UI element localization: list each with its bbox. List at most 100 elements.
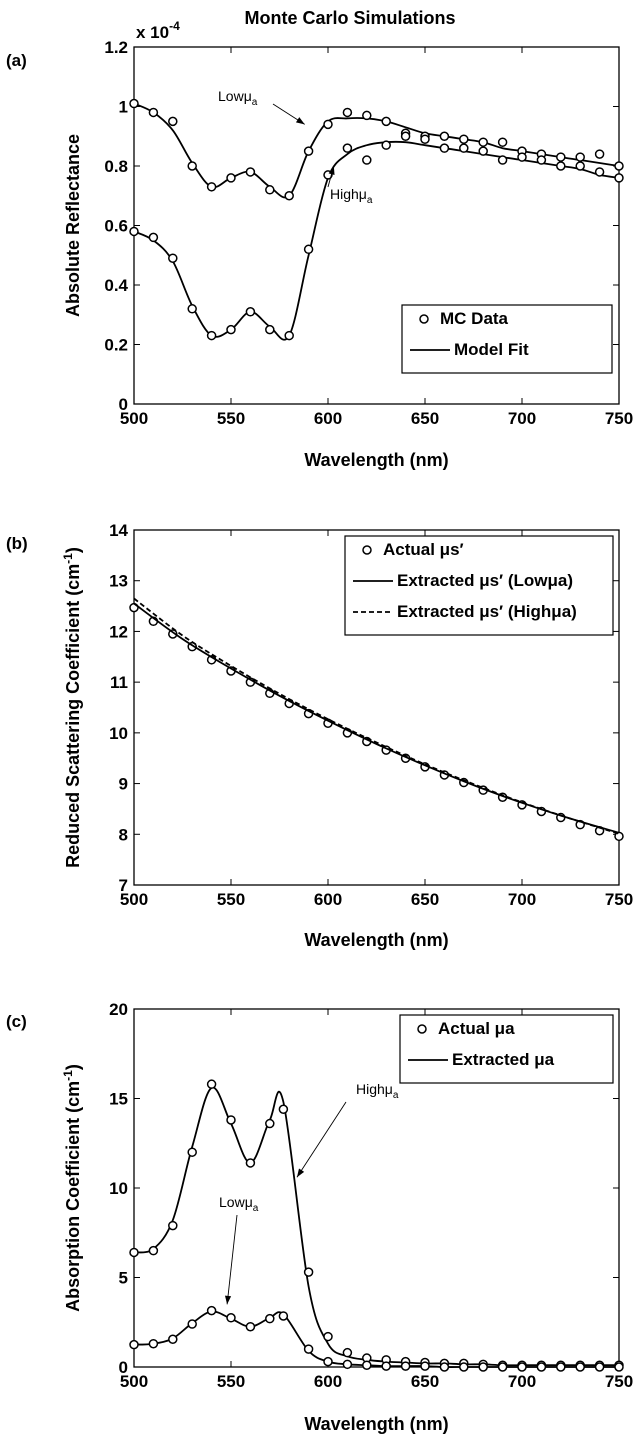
x-tick-label: 700 bbox=[508, 1372, 536, 1391]
data-point bbox=[536, 1362, 547, 1372]
data-point bbox=[226, 324, 236, 335]
data-point bbox=[284, 330, 294, 341]
y-axis-label: Absorption Coefficient (cm-1) bbox=[61, 1064, 83, 1312]
data-point bbox=[517, 152, 527, 162]
data-point bbox=[556, 152, 566, 162]
y-tick-label: 0.8 bbox=[104, 157, 128, 176]
data-point bbox=[206, 1079, 217, 1089]
y-axis-label-end: ) bbox=[63, 547, 83, 553]
data-point bbox=[168, 116, 178, 127]
data-point bbox=[148, 107, 159, 118]
annotation-label-mu: μ bbox=[244, 88, 252, 104]
annotation-label-base: Low bbox=[218, 88, 245, 104]
data-point bbox=[265, 185, 275, 195]
data-point bbox=[303, 146, 314, 156]
data-point bbox=[614, 1362, 624, 1372]
axis-exponent: x 10-4 bbox=[136, 19, 180, 42]
data-point bbox=[245, 1321, 256, 1332]
x-tick-label: 550 bbox=[217, 1372, 245, 1391]
data-point bbox=[362, 110, 372, 121]
data-point bbox=[168, 253, 178, 263]
x-tick-label: 500 bbox=[120, 890, 148, 909]
data-point bbox=[187, 161, 197, 171]
annotation-high: Highμa bbox=[296, 1081, 399, 1178]
axis-exponent-base: x 10 bbox=[136, 23, 169, 42]
x-tick-label: 500 bbox=[120, 1372, 148, 1391]
data-point bbox=[342, 1359, 353, 1370]
data-point bbox=[362, 1360, 372, 1370]
data-point bbox=[439, 1362, 450, 1372]
legend-item: Extracted μa bbox=[408, 1050, 555, 1069]
plot-frame bbox=[133, 529, 620, 886]
annotation-label-sub: a bbox=[253, 1203, 259, 1214]
data-point bbox=[478, 137, 488, 147]
annotation-low: Lowμa bbox=[219, 1194, 259, 1305]
data-point bbox=[226, 1115, 236, 1125]
fit-line bbox=[133, 1310, 619, 1368]
y-tick-label: 10 bbox=[109, 1179, 128, 1198]
panel-label: (a) bbox=[6, 51, 27, 70]
panel-c: (c) 500 550 600 650 700 750 0 5 10 15 20 Wavelength … bbox=[6, 1000, 633, 1434]
data-point bbox=[614, 173, 624, 183]
annotation-label: Highμa bbox=[356, 1081, 399, 1101]
data-point bbox=[342, 143, 353, 153]
data-point bbox=[594, 149, 605, 159]
series-1 bbox=[133, 602, 620, 834]
x-tick-label: 650 bbox=[411, 890, 439, 909]
x-tick-label: 600 bbox=[314, 1372, 342, 1391]
y-tick-label: 12 bbox=[109, 622, 128, 641]
x-tick-label: 750 bbox=[605, 1372, 633, 1391]
legend-label: Actual μs′ bbox=[383, 540, 464, 559]
data-point bbox=[226, 1313, 236, 1323]
data-point bbox=[278, 1311, 289, 1321]
y-axis-label: Absolute Reflectance bbox=[63, 134, 83, 317]
data-point bbox=[420, 134, 430, 144]
x-tick-label: 650 bbox=[411, 409, 439, 428]
data-point bbox=[265, 324, 275, 335]
series-1 bbox=[129, 131, 624, 341]
panel-a: (a) 500 550 600 650 700 750 0 0.2 0.4 0.6 0.8 1 1.2 Wa… bbox=[6, 19, 633, 470]
annotation-arrowhead bbox=[296, 1168, 305, 1178]
annotation-label-mu: μ bbox=[245, 1194, 253, 1210]
data-point bbox=[148, 1338, 159, 1349]
data-point bbox=[245, 1158, 256, 1168]
x-tick-label: 750 bbox=[605, 409, 633, 428]
legend-label: MC Data bbox=[440, 309, 509, 328]
data-point bbox=[614, 161, 624, 171]
legend-item: Actual μa bbox=[417, 1019, 515, 1038]
y-tick-label: 5 bbox=[119, 1269, 128, 1288]
panel-b: (b) 500 550 600 650 700 750 7 8 9 10 11 12 13 14 Wavele… bbox=[6, 521, 633, 950]
fit-line bbox=[133, 102, 620, 199]
data-point bbox=[342, 1347, 353, 1358]
data-point bbox=[168, 1334, 178, 1345]
data-point bbox=[187, 304, 197, 314]
x-axis-label: Wavelength (nm) bbox=[304, 930, 448, 950]
legend-marker bbox=[419, 314, 429, 324]
annotation-label: Lowμa bbox=[219, 1194, 259, 1214]
annotation-label-sub: a bbox=[367, 195, 373, 206]
x-tick-label: 550 bbox=[217, 890, 245, 909]
data-point bbox=[323, 119, 333, 130]
fit-line bbox=[133, 1086, 619, 1367]
x-tick-label: 750 bbox=[605, 890, 633, 909]
y-tick-label: 0.6 bbox=[104, 217, 128, 236]
data-point bbox=[556, 161, 566, 171]
data-point bbox=[323, 1356, 333, 1367]
data-point bbox=[303, 244, 314, 255]
data-point bbox=[497, 1362, 508, 1372]
annotation-arrowhead bbox=[295, 117, 305, 125]
y-tick-label: 0 bbox=[119, 395, 128, 414]
legend-marker bbox=[362, 545, 372, 555]
data-point bbox=[478, 146, 488, 156]
series-0 bbox=[129, 602, 624, 842]
legend-item: Extracted μs′ (Lowμa) bbox=[353, 571, 573, 590]
x-tick-label: 500 bbox=[120, 409, 148, 428]
data-point bbox=[245, 307, 256, 317]
y-axis-label-main: Reduced Scattering Coefficient (cm bbox=[63, 564, 83, 868]
data-point bbox=[129, 1339, 139, 1350]
annotation-label-base: High bbox=[330, 186, 359, 202]
series-2 bbox=[133, 597, 620, 835]
data-point bbox=[459, 134, 469, 144]
legend-label: Actual μa bbox=[438, 1019, 515, 1038]
data-point bbox=[381, 1361, 391, 1371]
